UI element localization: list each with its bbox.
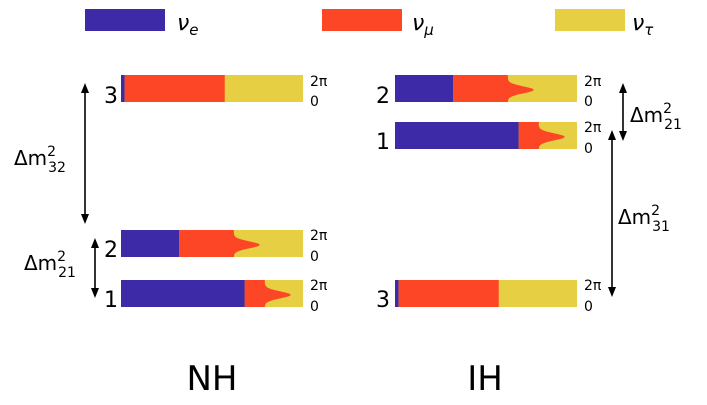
nh-level-3-bar-nu-e-segment <box>121 75 125 102</box>
nh-hierarchy-label: NH <box>187 359 238 399</box>
ih-level-1-phase-bottom: 0 <box>584 141 593 157</box>
legend-label-nu-mu: νμ <box>412 11 434 39</box>
ih-level-2: 2 2π 0 <box>376 74 602 110</box>
nh-level-2-phase-top: 2π <box>310 228 328 244</box>
ih-level-2-bar <box>395 75 577 102</box>
legend-entry-nu-tau: ντ <box>555 9 654 39</box>
ih-level-2-index: 2 <box>376 84 390 109</box>
nh-level-2-phase-bottom: 0 <box>310 249 319 265</box>
ih-level-3: 3 2π 0 <box>376 278 602 315</box>
ih-panel: 2 2π 0 1 2π 0 3 2π 0 Δm2 21 Δm2 31 IH <box>376 74 682 399</box>
ih-level-1: 1 2π 0 <box>376 120 602 157</box>
nh-level-1-bar-nu-mu-segment <box>244 280 291 307</box>
ih-level-3-bar-nu-e-segment <box>395 280 399 307</box>
legend-swatch-nu-tau <box>555 9 625 31</box>
nh-level-3-bar <box>121 75 303 102</box>
ih-level-3-bar <box>395 280 577 307</box>
ih-hierarchy-label: IH <box>467 359 503 399</box>
ih-level-2-bar-nu-e-segment <box>395 75 454 102</box>
nh-level-1-bar-nu-e-segment <box>121 280 245 307</box>
nh-level-1-phase-bottom: 0 <box>310 299 319 315</box>
ih-level-1-bar-nu-mu-segment <box>518 122 565 149</box>
nh-level-2: 2 2π 0 <box>104 228 328 265</box>
legend-swatch-nu-mu <box>322 9 402 31</box>
nh-level-1-phase-top: 2π <box>310 278 328 294</box>
ih-level-1-phase-top: 2π <box>584 120 602 136</box>
legend-entry-nu-e: νe <box>85 9 199 39</box>
ih-gap-21-label: Δm2 21 <box>630 101 682 133</box>
ih-level-1-index: 1 <box>376 130 390 155</box>
nh-level-3-bar-nu-mu-segment <box>124 75 225 102</box>
nh-level-2-index: 2 <box>104 238 118 263</box>
nh-gap-21-label: Δm2 21 <box>24 249 76 281</box>
ih-level-2-bar-nu-mu-segment <box>453 75 534 102</box>
ih-level-1-bar-nu-e-segment <box>395 122 519 149</box>
legend-label-nu-tau: ντ <box>632 11 654 39</box>
nh-level-3-phase-bottom: 0 <box>310 94 319 110</box>
ih-level-3-phase-top: 2π <box>584 278 602 294</box>
nh-level-1-bar <box>121 280 303 307</box>
ih-level-3-phase-bottom: 0 <box>584 299 593 315</box>
ih-gap-31-label: Δm2 31 <box>618 203 670 235</box>
nh-level-3: 3 2π 0 <box>104 74 328 110</box>
nh-level-2-bar-nu-e-segment <box>121 230 180 257</box>
nh-level-2-bar-nu-mu-segment <box>179 230 260 257</box>
nh-level-3-index: 3 <box>104 84 118 109</box>
legend-swatch-nu-e <box>85 9 165 31</box>
nh-panel: 3 2π 0 2 2π 0 1 2π 0 Δm2 32 Δm2 21 NH <box>14 74 328 399</box>
ih-level-3-bar-nu-mu-segment <box>398 280 499 307</box>
nh-level-2-bar <box>121 230 303 257</box>
ih-level-1-bar <box>395 122 577 149</box>
ih-level-3-index: 3 <box>376 288 390 313</box>
ih-level-2-phase-bottom: 0 <box>584 94 593 110</box>
nh-level-3-phase-top: 2π <box>310 74 328 90</box>
ih-level-2-phase-top: 2π <box>584 74 602 90</box>
legend: νe νμ ντ <box>85 9 654 39</box>
legend-entry-nu-mu: νμ <box>322 9 434 39</box>
nh-gap-32-label: Δm2 32 <box>14 144 66 176</box>
nh-level-1: 1 2π 0 <box>104 278 328 315</box>
nh-level-1-index: 1 <box>104 288 118 313</box>
legend-label-nu-e: νe <box>177 11 199 39</box>
